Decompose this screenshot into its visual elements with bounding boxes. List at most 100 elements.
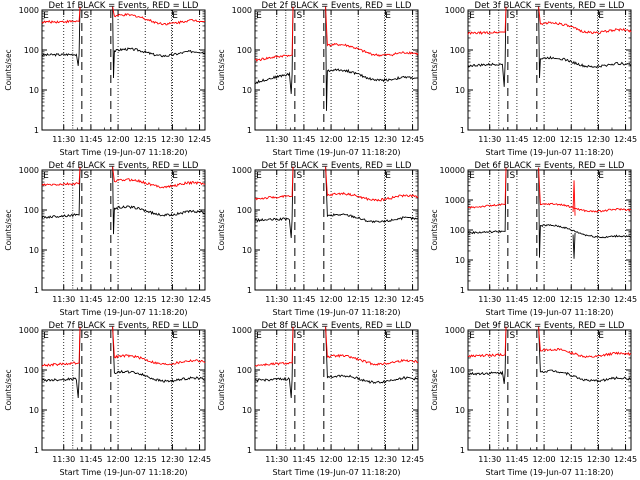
- marker-e-right: E: [598, 331, 604, 341]
- y-tick-label: 1000: [19, 6, 39, 15]
- x-tick-label: 12:30: [587, 295, 610, 304]
- marker-s: S: [297, 171, 303, 181]
- y-tick-label: 100: [237, 206, 252, 215]
- chart-title: Det 4f BLACK = Events, RED = LLD: [49, 161, 199, 171]
- plot-frame: [41, 169, 206, 291]
- chart-title: Det 6f BLACK = Events, RED = LLD: [475, 161, 625, 171]
- y-tick-label: 1: [460, 446, 465, 455]
- x-tick-label: 12:15: [560, 135, 583, 144]
- plot-frame: [254, 329, 419, 451]
- marker-e-right: E: [385, 171, 391, 181]
- x-tick-label: 12:00: [320, 135, 343, 144]
- x-tick-label: 11:30: [52, 295, 75, 304]
- series-lld-pre: [41, 166, 81, 187]
- y-tick-label: 100: [450, 226, 465, 235]
- x-tick-label: 11:30: [265, 135, 288, 144]
- chart-title: Det 7f BLACK = Events, RED = LLD: [49, 321, 199, 331]
- x-tick-label: 12:30: [161, 295, 184, 304]
- series-events-pre: [41, 166, 81, 219]
- x-tick-label: 12:15: [134, 295, 157, 304]
- series-lld-post: [325, 326, 419, 366]
- marker-e-right: E: [385, 11, 391, 21]
- chart-title: Det 2f BLACK = Events, RED = LLD: [262, 1, 412, 11]
- series-lld-post: [538, 167, 632, 213]
- marker-e-left: E: [43, 171, 49, 181]
- x-tick-label: 12:30: [161, 455, 184, 464]
- series-lld-pre: [41, 6, 81, 24]
- detector-chart-7: Det 7f BLACK = Events, RED = LLD Counts/s…: [4, 321, 211, 477]
- x-tick-label: 11:30: [478, 455, 501, 464]
- series-events-post: [325, 326, 419, 384]
- x-axis-label: Start Time (19-Jun-07 11:18:20): [60, 468, 188, 477]
- y-tick-label: 10: [242, 246, 252, 255]
- x-tick-label: 12:30: [587, 135, 610, 144]
- y-axis-label: Counts/sec: [217, 369, 226, 410]
- y-tick-label: 1: [247, 446, 252, 455]
- y-axis-label: Counts/sec: [217, 209, 226, 250]
- x-tick-label: 11:45: [505, 455, 528, 464]
- x-tick-label: 12:45: [188, 295, 211, 304]
- x-tick-label: 12:45: [188, 135, 211, 144]
- marker-s: S: [297, 331, 303, 341]
- x-tick-label: 11:30: [478, 295, 501, 304]
- x-tick-label: 12:15: [560, 455, 583, 464]
- x-tick-label: 12:30: [374, 135, 397, 144]
- detector-chart-5: Det 5f BLACK = Events, RED = LLD Counts/s…: [217, 161, 424, 317]
- series-lld-pre: [254, 6, 294, 62]
- series-events-post: [538, 326, 632, 383]
- x-axis-label: Start Time (19-Jun-07 11:18:20): [486, 468, 614, 477]
- x-tick-label: 12:15: [347, 295, 370, 304]
- y-tick-label: 100: [237, 366, 252, 375]
- marker-e-right: E: [385, 331, 391, 341]
- series-events-pre: [254, 6, 294, 94]
- lld-spike: [572, 180, 576, 216]
- x-axis-label: Start Time (19-Jun-07 11:18:20): [273, 148, 401, 157]
- x-tick-label: 11:30: [478, 135, 501, 144]
- x-tick-label: 11:45: [505, 295, 528, 304]
- series-events-post: [325, 166, 419, 224]
- series-lld-pre: [467, 167, 507, 209]
- y-tick-label: 10000: [440, 166, 465, 175]
- y-tick-label: 1000: [232, 6, 252, 15]
- series-lld-post: [112, 166, 206, 189]
- x-tick-label: 12:15: [134, 135, 157, 144]
- marker-e-right: E: [172, 171, 178, 181]
- x-tick-label: 11:45: [505, 135, 528, 144]
- plot-frame: [467, 329, 632, 451]
- y-axis-label: Counts/sec: [4, 209, 13, 250]
- y-axis-label: Counts/sec: [430, 209, 439, 250]
- marker-e-left: E: [256, 331, 262, 341]
- y-tick-label: 1000: [19, 166, 39, 175]
- marker-e-left: E: [256, 171, 262, 181]
- x-axis-label: Start Time (19-Jun-07 11:18:20): [273, 308, 401, 317]
- series-lld-post: [325, 166, 419, 202]
- series-lld-post: [538, 6, 632, 35]
- x-tick-label: 11:30: [52, 135, 75, 144]
- series-events-pre: [41, 326, 81, 399]
- x-tick-label: 12:45: [614, 455, 637, 464]
- y-axis-label: Counts/sec: [430, 49, 439, 90]
- series-events-post: [112, 166, 206, 235]
- detector-chart-8: Det 8f BLACK = Events, RED = LLD Counts/s…: [217, 321, 424, 477]
- marker-s: S: [84, 171, 90, 181]
- events-spike: [572, 232, 576, 259]
- x-tick-label: 12:45: [188, 455, 211, 464]
- y-tick-label: 10: [455, 256, 465, 265]
- y-tick-label: 1000: [445, 6, 465, 15]
- marker-e-left: E: [469, 171, 475, 181]
- marker-e-left: E: [469, 331, 475, 341]
- x-tick-label: 12:30: [161, 135, 184, 144]
- y-tick-label: 1: [34, 446, 39, 455]
- series-lld-post: [112, 326, 206, 366]
- marker-e-right: E: [172, 11, 178, 21]
- x-tick-label: 11:45: [292, 295, 315, 304]
- series-lld-post: [112, 6, 205, 26]
- marker-s: S: [84, 11, 90, 21]
- marker-e-right: E: [598, 11, 604, 21]
- chart-title: Det 5f BLACK = Events, RED = LLD: [262, 161, 412, 171]
- plot-frame: [41, 329, 206, 451]
- series-events-post: [112, 6, 206, 79]
- y-tick-label: 100: [24, 46, 39, 55]
- series-events-pre: [254, 166, 294, 239]
